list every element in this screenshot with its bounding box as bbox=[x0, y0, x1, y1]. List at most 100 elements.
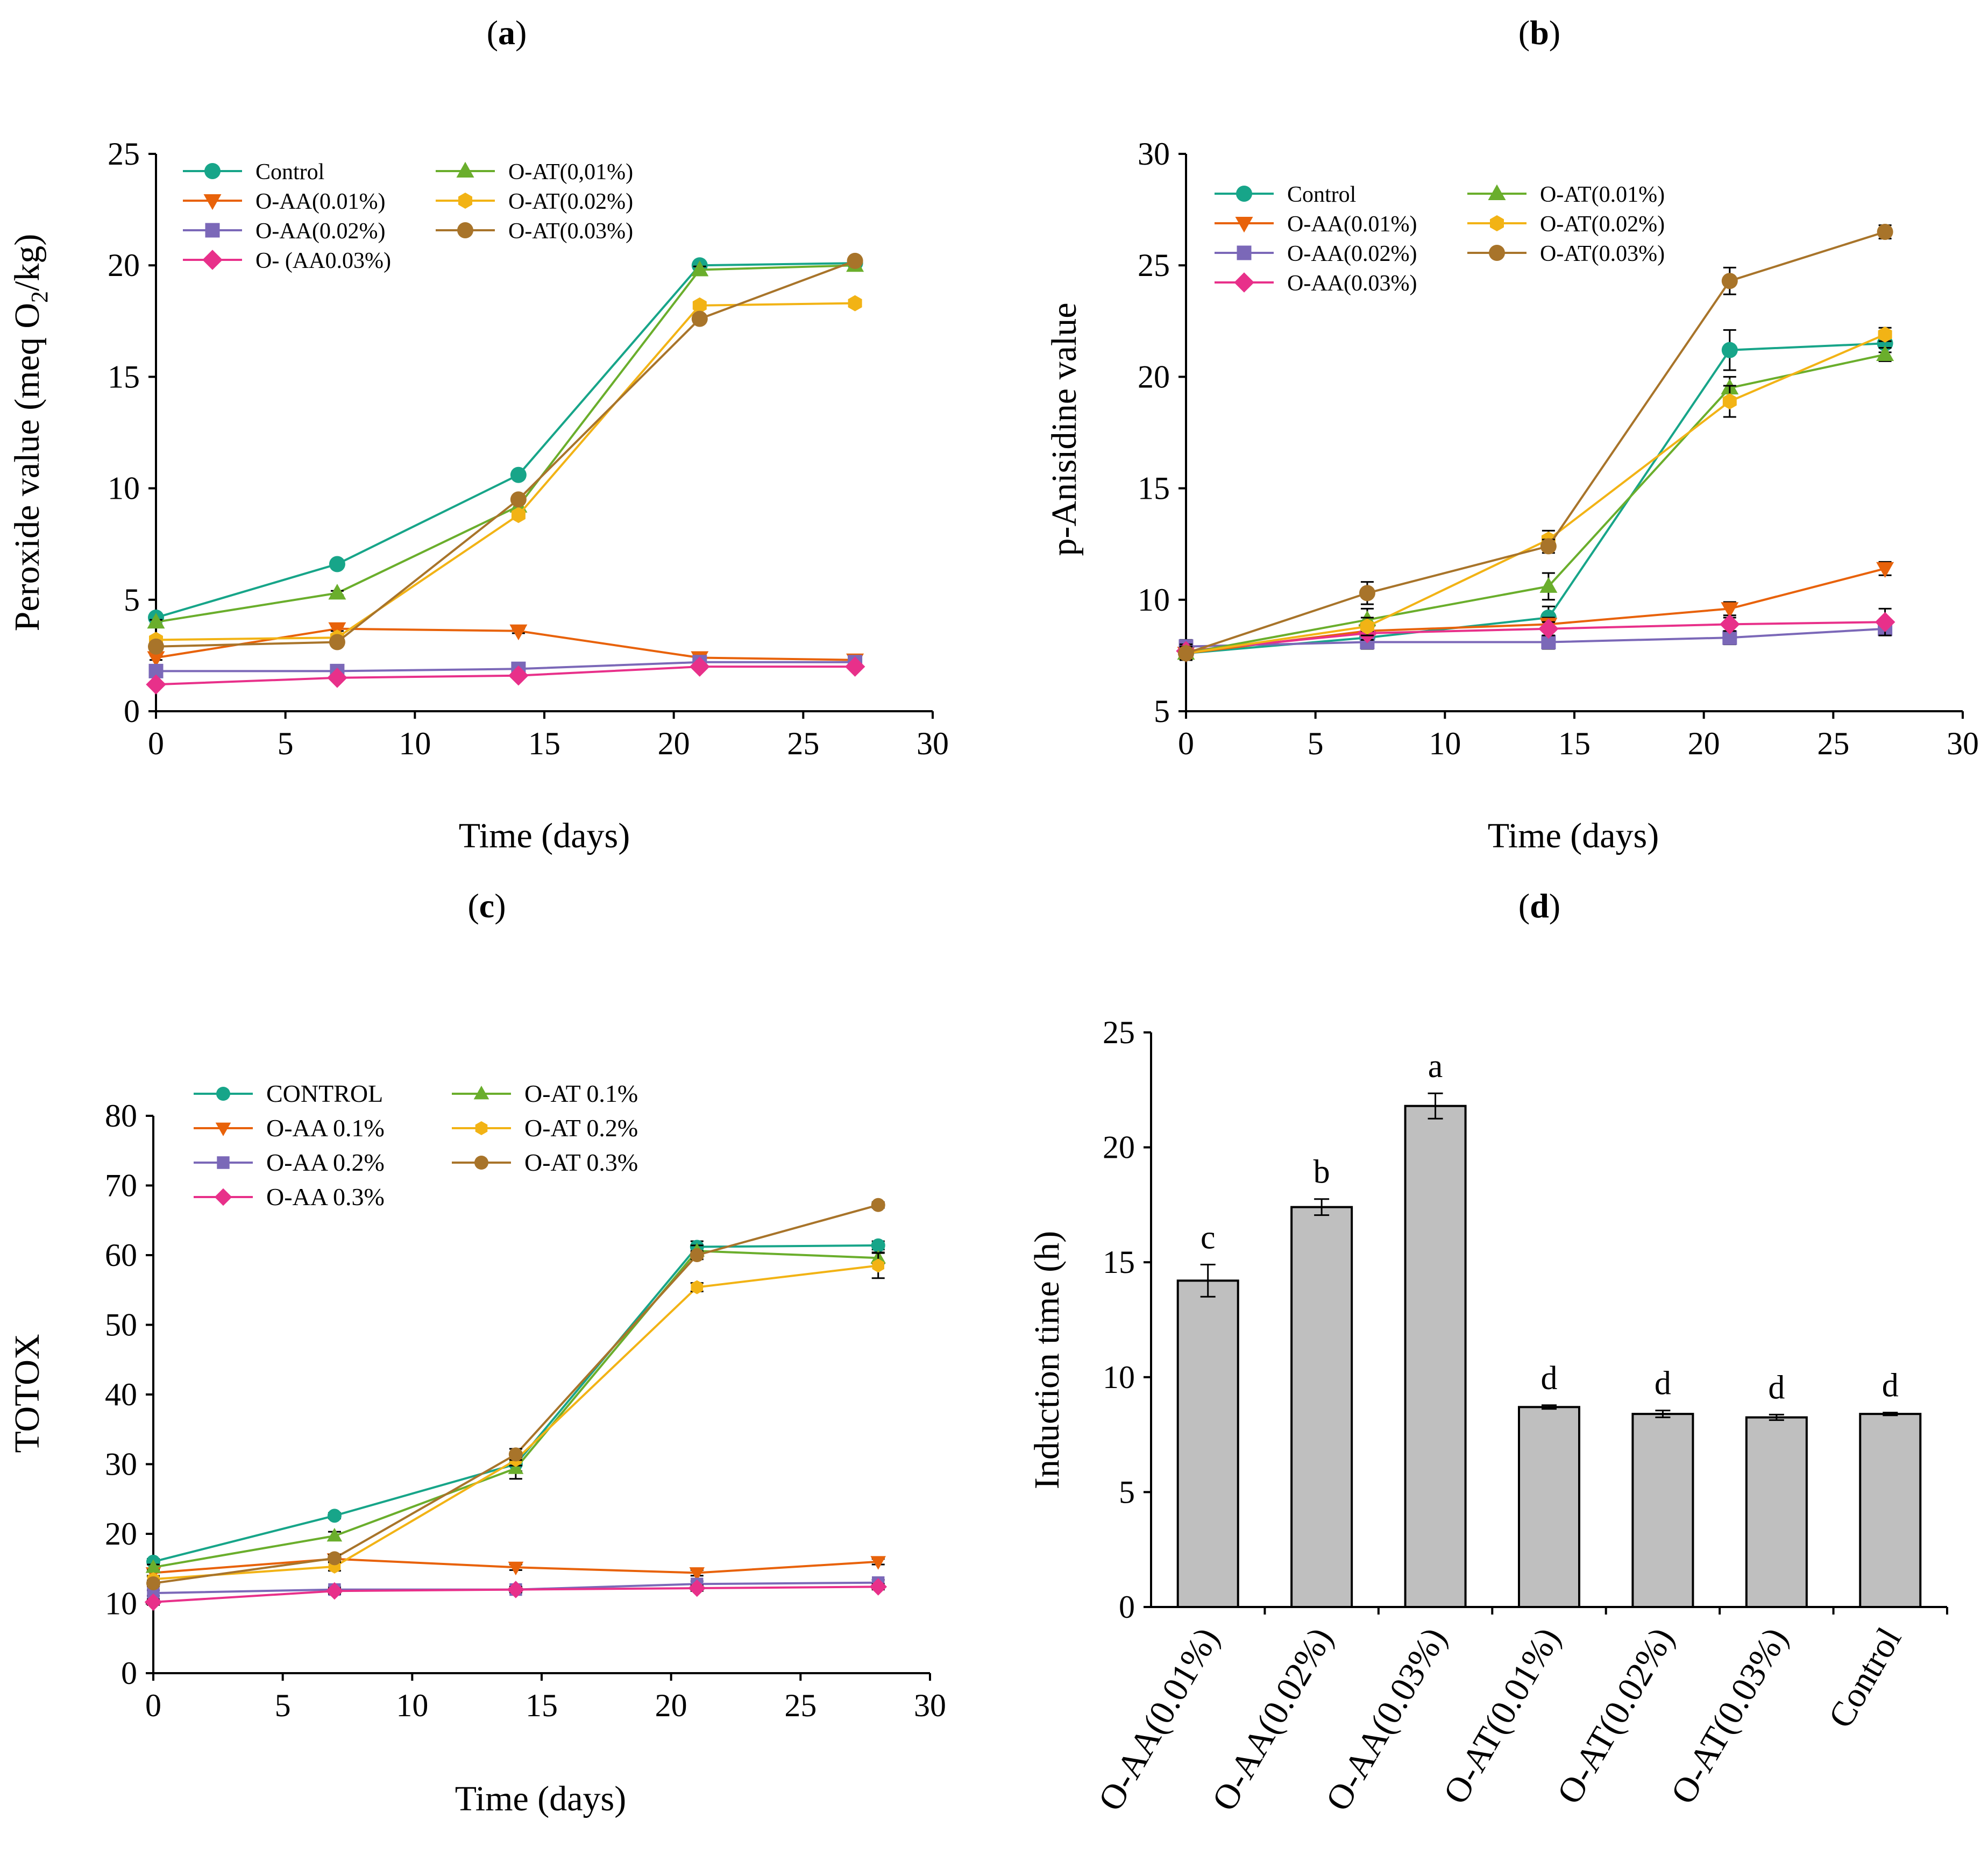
legend-marker bbox=[473, 1086, 489, 1100]
y-tick-label: 15 bbox=[1138, 471, 1170, 506]
legend-item: O-AA(0.03%) bbox=[1215, 271, 1417, 296]
legend-item: O-AA 0.1% bbox=[194, 1114, 385, 1142]
legend-item: O-AT(0.03%) bbox=[1467, 242, 1665, 266]
series-line bbox=[155, 262, 855, 619]
y-tick-label: 0 bbox=[1119, 1589, 1135, 1625]
x-tick-label: 5 bbox=[1308, 726, 1324, 761]
bar bbox=[1745, 1416, 1808, 1609]
data-point bbox=[509, 624, 528, 641]
legend-label: O-AA 0.1% bbox=[266, 1114, 385, 1142]
legend-marker bbox=[457, 222, 473, 238]
data-point bbox=[146, 674, 166, 695]
bar-group: d bbox=[1745, 1369, 1808, 1609]
legend-item: O-AA(0.02%) bbox=[183, 219, 385, 244]
category-label: O-AA(0.02%) bbox=[1204, 1621, 1340, 1817]
data-point bbox=[1876, 562, 1894, 578]
legend-marker bbox=[203, 194, 222, 210]
data-point bbox=[146, 1576, 160, 1590]
bar bbox=[1176, 1279, 1239, 1608]
category-label: O-AT(0.03%) bbox=[1663, 1621, 1795, 1810]
data-point bbox=[689, 1567, 705, 1581]
y-tick-label: 80 bbox=[105, 1098, 137, 1134]
legend-marker bbox=[458, 193, 472, 209]
category-label: O-AT(0.02%) bbox=[1550, 1621, 1682, 1810]
data-point bbox=[844, 656, 865, 677]
legend-marker bbox=[1489, 245, 1505, 261]
panel-c: (c) 0 10 20 30 40 50 60 70 80 0 5 10 15 20 25 30 CONTROL… bbox=[8, 887, 946, 1818]
y-tick-label: 30 bbox=[105, 1447, 137, 1482]
legend-label: O-AT(0,01%) bbox=[508, 160, 633, 185]
legend-item: O-AT(0,01%) bbox=[436, 160, 633, 185]
series-line bbox=[153, 1250, 878, 1569]
y-tick-label: 60 bbox=[105, 1237, 137, 1273]
data-point bbox=[690, 656, 710, 677]
y-tick-label: 30 bbox=[1138, 136, 1170, 172]
axes: 0 10 20 30 40 50 60 70 80 0 5 10 15 20 25 30 bbox=[105, 1098, 946, 1723]
bar bbox=[1859, 1413, 1922, 1609]
plot-d: 0 5 10 15 20 25 O-AA(0.01%)O-AA(0.02%)O-AA(0.0… bbox=[1091, 1015, 1948, 1817]
data-point bbox=[691, 1280, 704, 1294]
data-point bbox=[1540, 538, 1557, 555]
legend-label: Control bbox=[1287, 182, 1356, 207]
data-point bbox=[508, 1561, 524, 1576]
data-point bbox=[325, 1582, 344, 1600]
legend-label: O-AA 0.2% bbox=[266, 1149, 385, 1176]
data-point bbox=[327, 1551, 342, 1566]
legend-item: O-AT 0.1% bbox=[452, 1080, 638, 1107]
legend-item: O-AT 0.2% bbox=[452, 1114, 638, 1142]
series-line bbox=[153, 1264, 878, 1581]
data-point bbox=[1541, 635, 1556, 649]
legend-item: O-AT 0.3% bbox=[452, 1149, 638, 1176]
legend-marker bbox=[214, 1188, 232, 1206]
legend-item: O-AA 0.2% bbox=[194, 1149, 385, 1176]
y-tick-label: 0 bbox=[124, 693, 140, 729]
legend-item: O- (AA0.03%) bbox=[183, 249, 391, 273]
legend-marker bbox=[1237, 245, 1252, 260]
y-tick-label: 25 bbox=[1138, 247, 1170, 283]
legend-marker bbox=[205, 223, 220, 238]
data-point bbox=[508, 1460, 524, 1474]
data-point bbox=[1721, 273, 1738, 289]
y-tick-label: 15 bbox=[108, 359, 140, 394]
data-point bbox=[1539, 577, 1558, 593]
data-point bbox=[871, 1198, 885, 1212]
series-1 bbox=[148, 255, 863, 626]
data-point bbox=[1876, 345, 1894, 361]
series-line bbox=[153, 1244, 878, 1563]
x-tick-label: 5 bbox=[278, 726, 294, 761]
data-point bbox=[328, 584, 346, 600]
y-tick-label: 5 bbox=[124, 582, 140, 618]
legend-label: O-AT(0.03%) bbox=[1540, 242, 1665, 266]
data-point bbox=[692, 297, 707, 314]
bar bbox=[1404, 1105, 1467, 1609]
legend-item: O-AT(0.02%) bbox=[436, 189, 633, 214]
series-2 bbox=[145, 1553, 886, 1581]
legend-item: O-AA(0.01%) bbox=[1215, 212, 1417, 237]
category-label: O-AT(0.01%) bbox=[1436, 1621, 1568, 1810]
data-point bbox=[144, 1593, 162, 1611]
data-point bbox=[1178, 645, 1194, 662]
legend-marker bbox=[474, 1156, 488, 1170]
y-tick-label: 70 bbox=[105, 1168, 137, 1204]
x-tick-label: 5 bbox=[275, 1688, 291, 1723]
series-4 bbox=[144, 1578, 887, 1611]
data-point bbox=[1360, 618, 1374, 635]
data-point bbox=[1721, 602, 1739, 618]
data-point bbox=[869, 1578, 887, 1596]
series-line bbox=[1185, 621, 1885, 653]
series-4 bbox=[146, 656, 865, 695]
significance-letter: d bbox=[1541, 1360, 1558, 1397]
data-point bbox=[1720, 614, 1740, 635]
data-point bbox=[848, 295, 862, 312]
data-point bbox=[510, 466, 527, 483]
data-point bbox=[847, 252, 863, 269]
legend-item: Control bbox=[183, 160, 324, 185]
y-tick-label: 20 bbox=[1138, 359, 1170, 394]
legend-marker bbox=[1488, 184, 1506, 200]
x-tick-label: 10 bbox=[1429, 726, 1461, 761]
panel-a-ylabel: Peroxide value (meq O2/kg) bbox=[8, 234, 53, 632]
data-point bbox=[872, 1258, 884, 1273]
x-tick-label: 15 bbox=[528, 726, 560, 761]
